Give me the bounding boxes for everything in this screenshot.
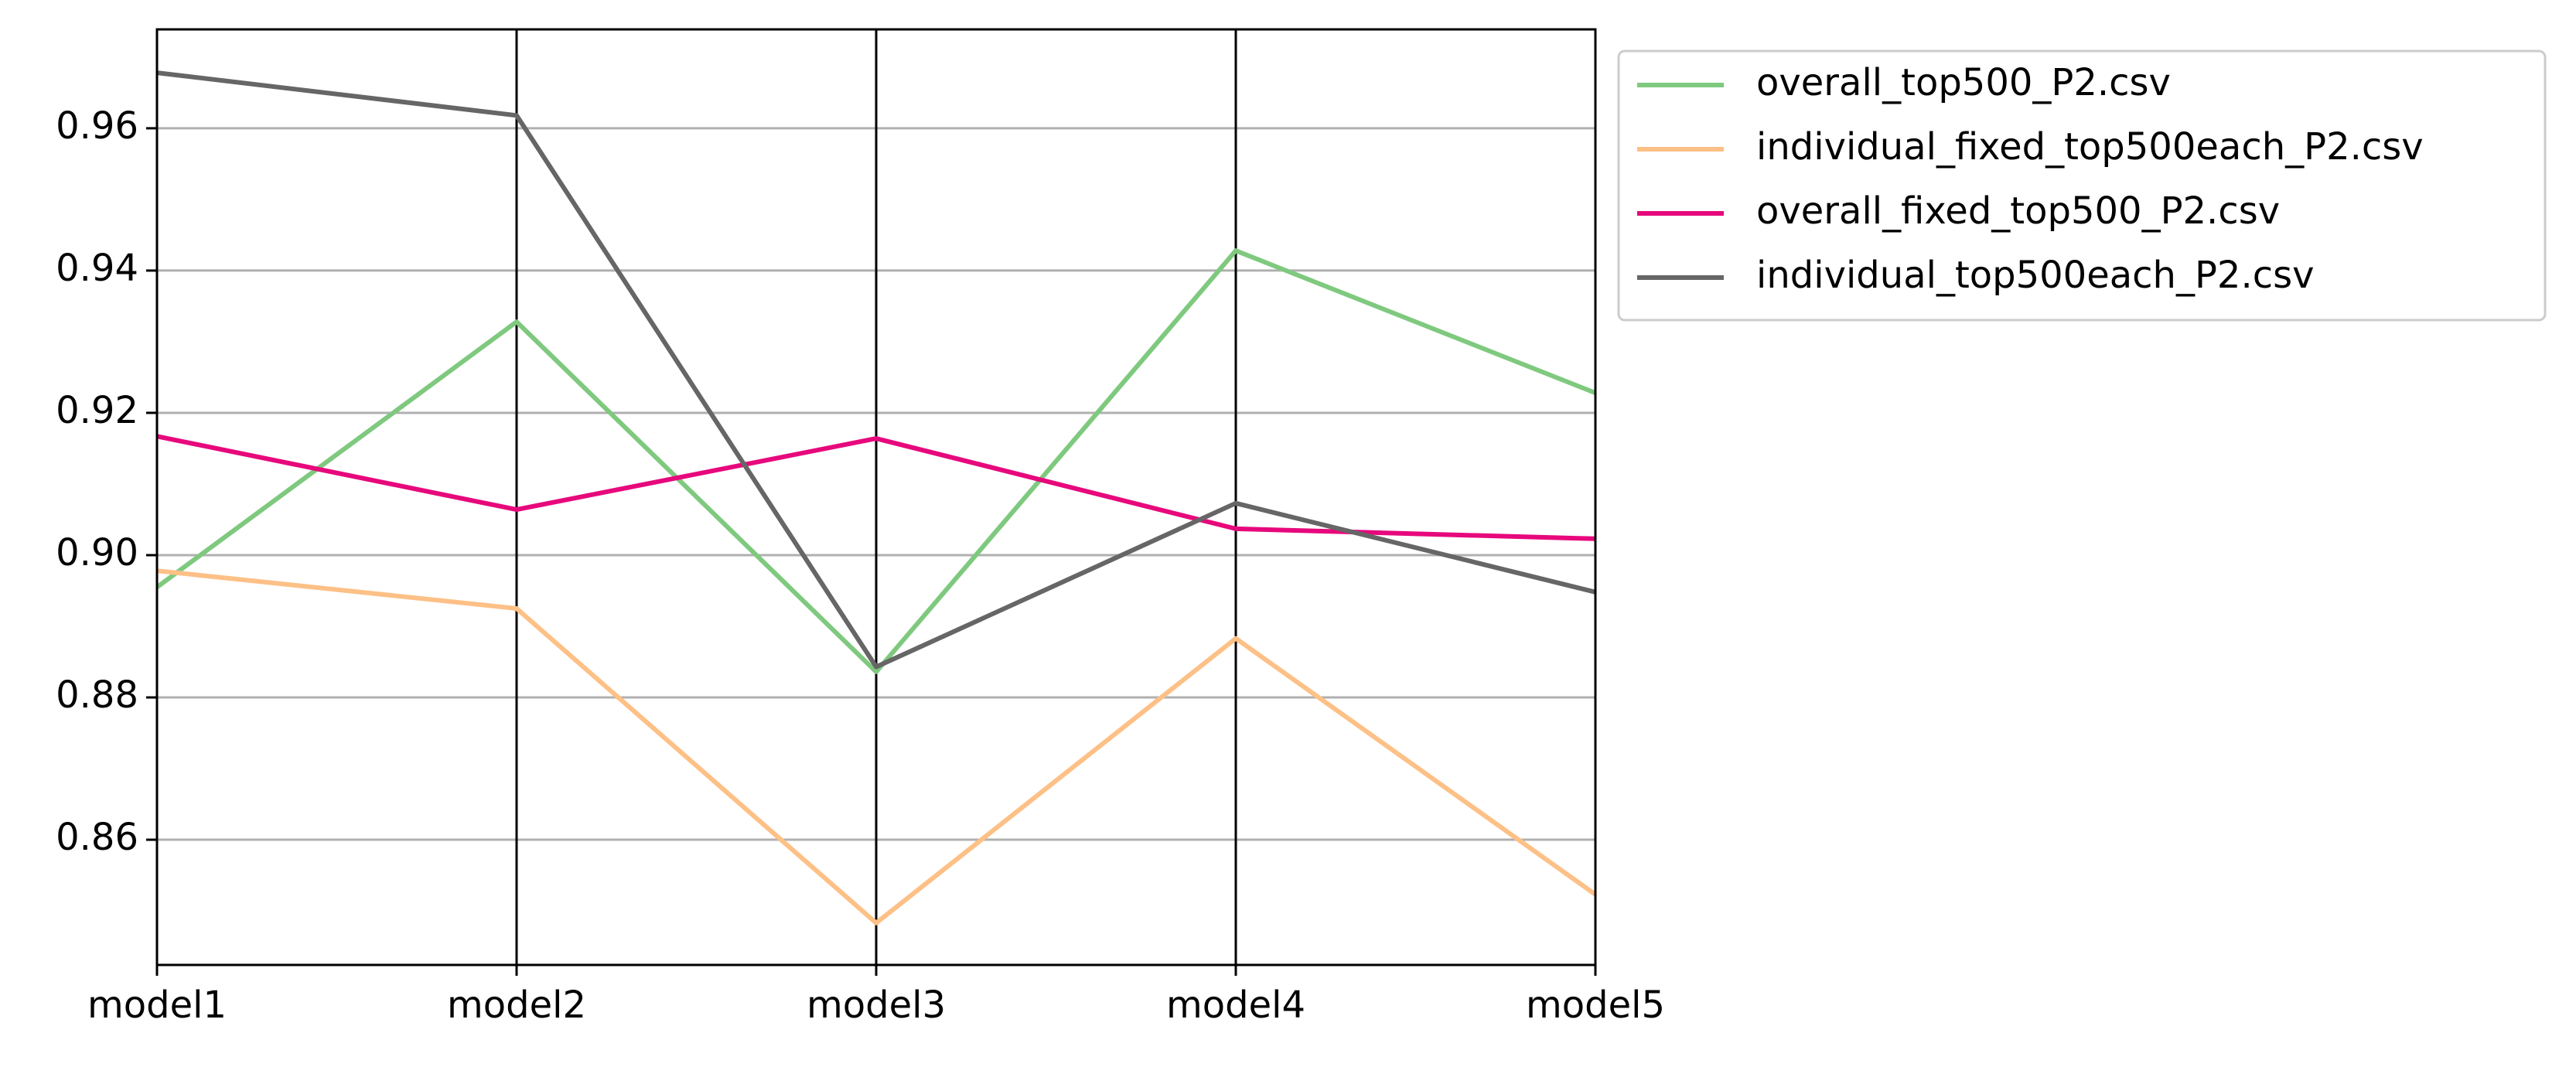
x-axis-ticks: model1 model2 model3 model4 model5 bbox=[87, 965, 1665, 1027]
legend-label: individual_fixed_top500each_P2.csv bbox=[1756, 125, 2424, 169]
legend-entries: overall_top500_P2.csv individual_fixed_to… bbox=[1637, 61, 2424, 297]
y-tick-label: 0.86 bbox=[56, 816, 138, 859]
x-tick-label: model4 bbox=[1166, 983, 1305, 1027]
x-tick-label: model1 bbox=[87, 983, 227, 1027]
legend-frame bbox=[1617, 49, 2547, 322]
y-tick-label: 0.90 bbox=[56, 531, 138, 574]
legend-label: individual_top500each_P2.csv bbox=[1756, 254, 2315, 297]
legend-label: overall_fixed_top500_P2.csv bbox=[1756, 189, 2280, 233]
series-lines bbox=[155, 70, 1597, 926]
series-line-2 bbox=[156, 568, 1597, 926]
y-tick-label: 0.94 bbox=[56, 247, 138, 290]
legend: overall_top500_P2.csv individual_fixed_to… bbox=[1617, 49, 2547, 322]
y-tick-label: 0.88 bbox=[56, 673, 138, 717]
legend-label: overall_top500_P2.csv bbox=[1756, 61, 2171, 104]
y-tick-label: 0.92 bbox=[56, 389, 138, 432]
x-tick-label: model3 bbox=[807, 983, 946, 1027]
series-line-1 bbox=[155, 248, 1597, 674]
x-tick-label: model5 bbox=[1526, 983, 1665, 1027]
y-tick-label: 0.96 bbox=[56, 104, 138, 148]
series-line-4 bbox=[156, 70, 1596, 670]
y-axis-ticks: 0.86 0.88 0.90 0.92 0.94 0.96 bbox=[56, 104, 157, 859]
x-tick-label: model2 bbox=[447, 983, 586, 1027]
